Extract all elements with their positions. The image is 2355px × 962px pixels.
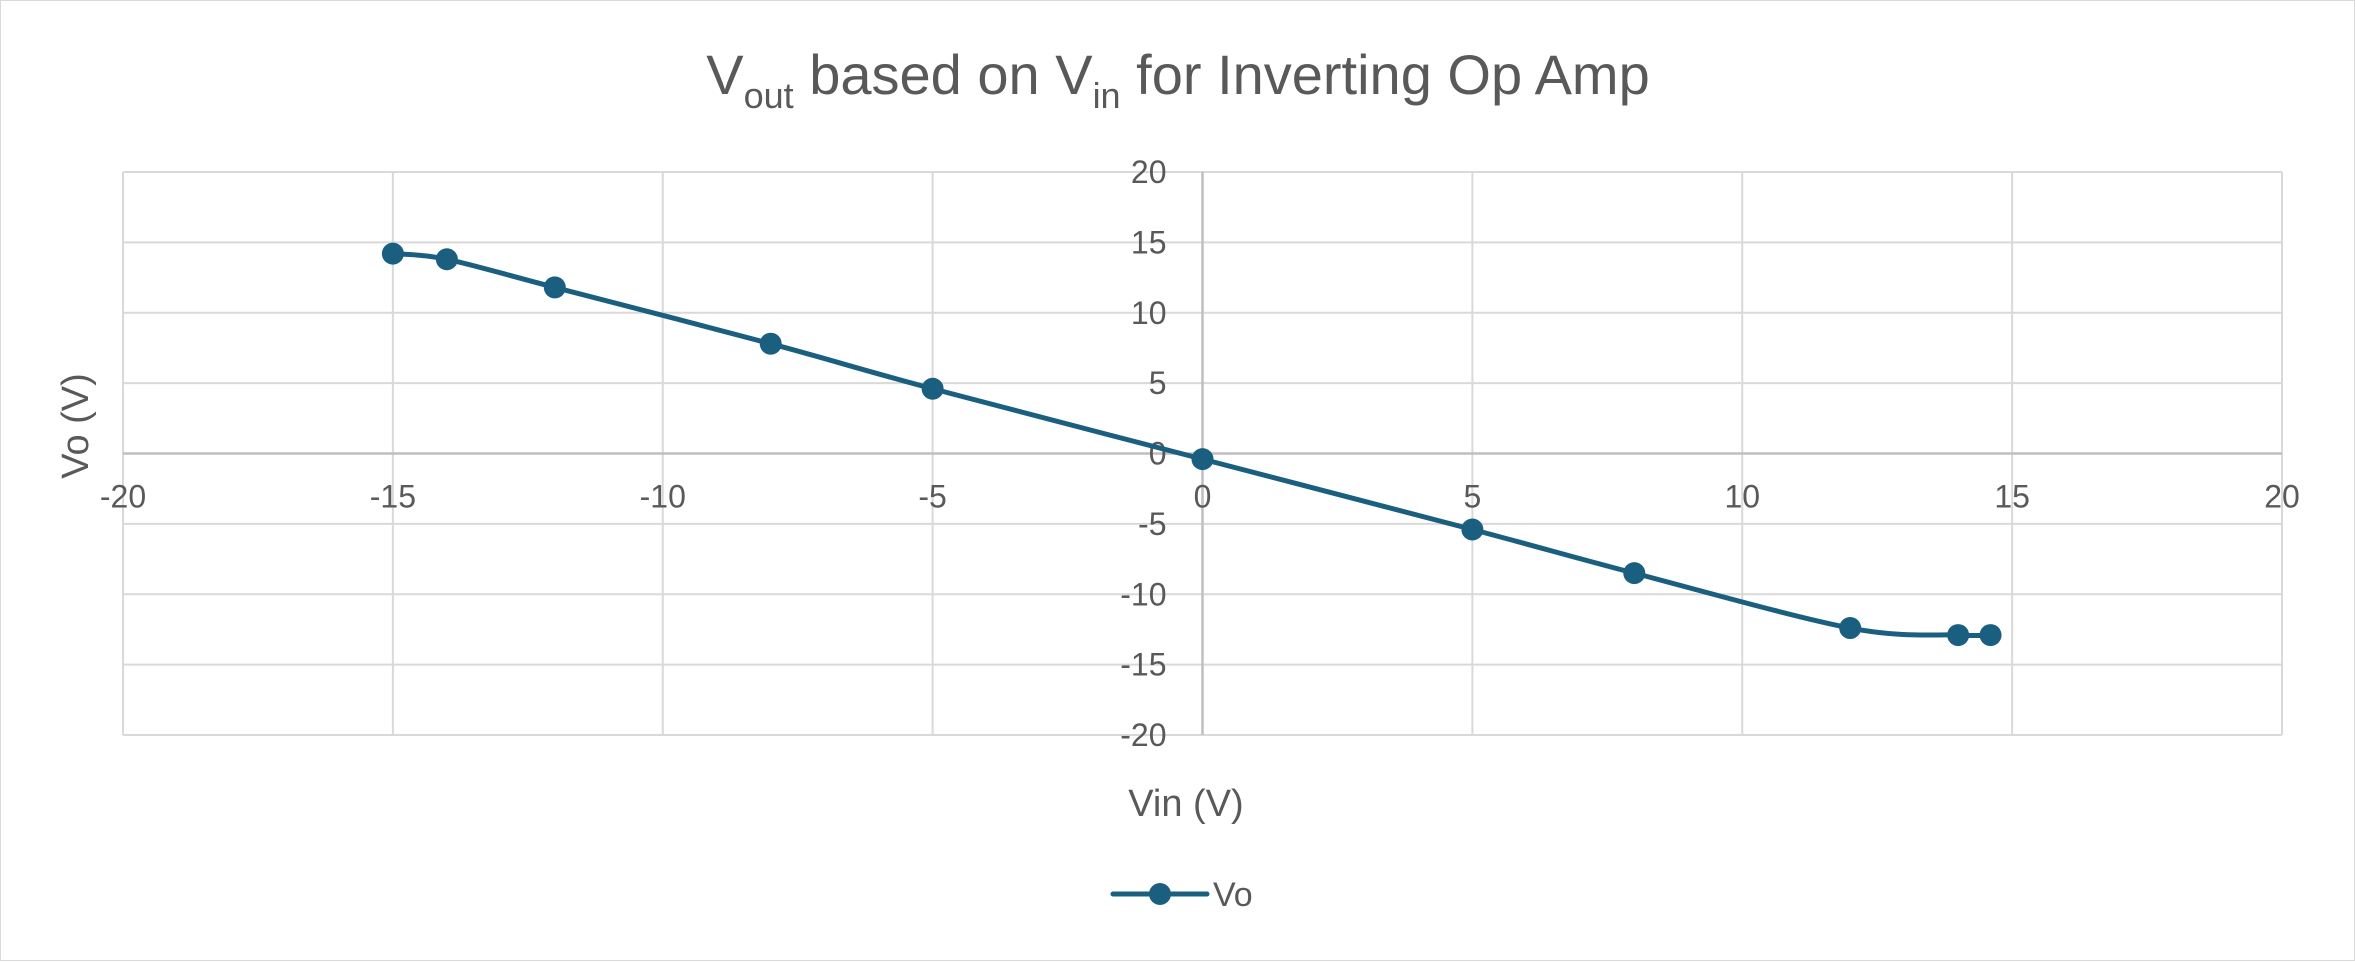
x-tick-labels: -20 -15 -10 -5 0 5 10 15 20 xyxy=(100,479,2300,515)
data-point[interactable] xyxy=(1191,448,1214,471)
data-point[interactable] xyxy=(381,242,404,265)
data-point[interactable] xyxy=(543,276,566,299)
chart-title-segment: V xyxy=(706,43,744,106)
chart-title-segment: for Inverting Op Amp xyxy=(1121,43,1650,106)
x-tick-label: 20 xyxy=(2264,479,2300,515)
x-tick-label: -5 xyxy=(918,479,946,515)
y-tick-label: 20 xyxy=(1131,154,1167,190)
y-tick-label: 15 xyxy=(1131,224,1167,260)
y-tick-labels: 20 15 10 5 0 -5 -10 -15 -20 xyxy=(1120,154,1166,753)
data-point[interactable] xyxy=(1623,562,1646,585)
x-tick-label: -15 xyxy=(370,479,416,515)
chart-title: Vout based on Vin for Inverting Op Amp xyxy=(706,43,1649,116)
x-tick-label: 5 xyxy=(1463,479,1481,515)
legend[interactable]: Vo xyxy=(1110,876,1253,914)
chart-title-segment: out xyxy=(744,75,794,116)
y-tick-label: -15 xyxy=(1120,647,1166,683)
data-point[interactable] xyxy=(435,248,458,271)
x-tick-label: -20 xyxy=(100,479,146,515)
y-tick-label: 10 xyxy=(1131,295,1167,331)
x-tick-label: 10 xyxy=(1724,479,1760,515)
y-tick-label: -5 xyxy=(1138,506,1166,542)
data-point[interactable] xyxy=(1461,518,1484,541)
chart-title-segment: based on V xyxy=(794,43,1094,106)
data-point[interactable] xyxy=(759,332,782,355)
x-tick-label: 0 xyxy=(1194,479,1212,515)
y-tick-label: 5 xyxy=(1149,365,1167,401)
y-tick-label: -10 xyxy=(1120,576,1166,612)
data-point[interactable] xyxy=(1947,624,1970,647)
y-axis-title: Vo (V) xyxy=(55,373,97,479)
x-tick-label: 15 xyxy=(1994,479,2030,515)
legend-marker xyxy=(1149,883,1171,905)
x-tick-label: -10 xyxy=(640,479,686,515)
chart-title-segment: in xyxy=(1093,75,1121,116)
data-point[interactable] xyxy=(1979,624,2002,647)
series-line-vo xyxy=(390,251,1994,639)
data-point[interactable] xyxy=(921,377,944,400)
legend-label-vo: Vo xyxy=(1213,876,1253,914)
x-axis-title: Vin (V) xyxy=(1128,783,1243,825)
y-tick-label: 0 xyxy=(1149,436,1167,472)
y-tick-label: -20 xyxy=(1120,717,1166,753)
series-group xyxy=(381,242,2002,647)
data-point[interactable] xyxy=(1839,617,1862,640)
